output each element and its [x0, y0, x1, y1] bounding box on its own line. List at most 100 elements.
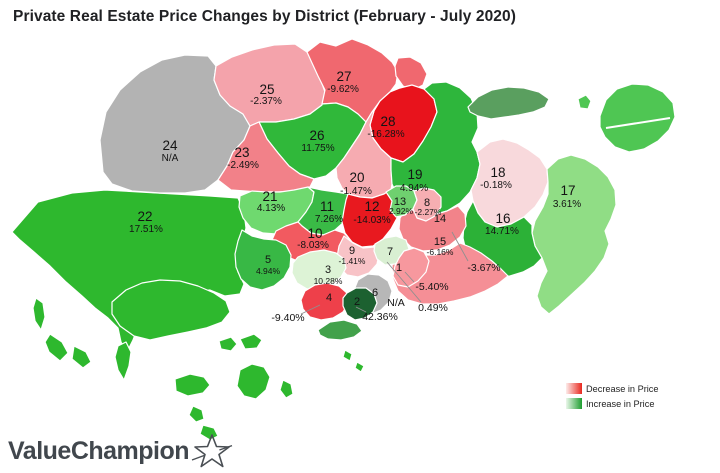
district-5-number: 5: [265, 254, 271, 266]
west-islet-3: [71, 345, 92, 369]
district-4-number: 4: [326, 292, 332, 304]
district-21-number: 21: [262, 189, 277, 204]
district-13-value: 2.92%: [389, 206, 414, 216]
south-islet-4: [188, 405, 205, 423]
district-9-number: 9: [349, 245, 355, 257]
southwest-islet-1: [114, 341, 132, 381]
district-10-value: -8.03%: [297, 240, 329, 251]
district-28-number: 28: [380, 114, 395, 129]
district-24-number: 24: [162, 138, 178, 153]
district-27-number: 27: [336, 69, 351, 84]
pulau-tekong-island: [599, 83, 676, 153]
legend-increase-label: Increase in Price: [586, 398, 655, 409]
district-7-callout-value: 0.49%: [418, 302, 448, 314]
district-regions: [11, 38, 617, 353]
south-islet-9: [354, 361, 365, 373]
district-25-value: -2.37%: [250, 96, 282, 107]
district-20-number: 20: [349, 170, 364, 185]
district-21-value: 4.13%: [257, 203, 285, 214]
legend-row-increase: Increase in Price: [566, 398, 659, 409]
district-12-number: 12: [364, 199, 379, 214]
district-6-callout-value: N/A: [387, 297, 405, 309]
district-1-callout-value: -5.40%: [415, 281, 448, 293]
district-labels: 22 17.51% 24 N/A 25 -2.37% 27 -9.62% 28 …: [129, 69, 581, 308]
tekong-river: [605, 117, 671, 129]
district-23-value: -2.49%: [227, 160, 259, 171]
district-17-value: 3.61%: [553, 199, 581, 210]
leader-line-d4: [300, 304, 321, 315]
leader-line-d1: [404, 271, 415, 283]
district-17-number: 17: [560, 183, 575, 198]
brand-logo: ValueChampion: [8, 430, 233, 472]
brand-name: ValueChampion: [8, 436, 190, 465]
district-14-callout-value: -3.67%: [467, 262, 500, 274]
district-12-value: -14.03%: [353, 215, 390, 226]
district-4-callout-value: -9.40%: [271, 312, 304, 324]
south-islet-8: [342, 349, 353, 362]
district-3-value: 10.28%: [314, 276, 343, 286]
west-islet-1: [32, 297, 46, 331]
district-22-value: 17.51%: [129, 224, 163, 235]
star-icon: [191, 434, 233, 468]
leader-line-d7: [386, 261, 422, 303]
leader-lines: [300, 231, 469, 315]
legend: Decrease in Price Increase in Price: [566, 383, 659, 413]
south-islet-6: [218, 336, 238, 352]
district-22-number: 22: [137, 209, 152, 224]
leader-line-d14: [451, 231, 469, 262]
district-1-number: 1: [396, 262, 402, 274]
district-5-value: 4.94%: [256, 266, 281, 276]
district-14-region: [398, 205, 467, 252]
district-27-value: -9.62%: [327, 84, 359, 95]
south-islet-2: [236, 363, 271, 400]
district-26-value: 11.75%: [301, 143, 334, 154]
district-8-value: -2.27%: [415, 207, 442, 217]
district-16-value: 14.71%: [485, 226, 519, 237]
district-6-number: 6: [372, 287, 378, 299]
district-11-number: 11: [320, 199, 334, 214]
callout-annotations: -3.67% -5.40% 0.49% N/A -9.40% 42.36%: [271, 262, 500, 324]
district-7-number: 7: [387, 246, 393, 258]
district-11-value: 7.26%: [315, 214, 343, 225]
district-2-number: 2: [354, 296, 360, 308]
district-23-number: 23: [234, 145, 249, 160]
district-9-value: -1.41%: [339, 256, 366, 266]
west-islet-2: [44, 333, 69, 362]
district-17-region: [531, 154, 617, 315]
district-3-number: 3: [325, 264, 331, 276]
district-25-number: 25: [259, 82, 274, 97]
district-8-number: 8: [424, 197, 430, 209]
legend-decrease-swatch: [566, 383, 582, 394]
district-3-region: [291, 249, 347, 290]
legend-row-decrease: Decrease in Price: [566, 383, 659, 394]
leader-line-d2: [355, 306, 367, 313]
district-18-number: 18: [490, 165, 505, 180]
district-18-value: -0.18%: [480, 180, 512, 191]
district-4-region: [300, 282, 350, 321]
district-15-number: 15: [434, 236, 446, 248]
district-15-value: -6.16%: [427, 247, 454, 257]
district-26-number: 26: [309, 128, 324, 143]
district-14-number: 14: [434, 213, 446, 225]
south-islet-1: [174, 373, 211, 397]
district-28-value: -16.28%: [367, 129, 404, 140]
district-12-region: [341, 188, 401, 248]
district-24-value: N/A: [162, 153, 179, 164]
district-10-number: 10: [307, 226, 322, 241]
jurong-island: [111, 279, 231, 341]
district-19-number: 19: [407, 167, 422, 182]
legend-decrease-label: Decrease in Price: [586, 383, 659, 394]
district-1-region: [392, 247, 430, 288]
pulau-ubin-island: [467, 86, 550, 120]
district-2-callout-value: 42.36%: [362, 311, 398, 323]
district-18-region: [470, 138, 549, 228]
district-5-region: [234, 229, 292, 291]
small-island-northeast: [577, 94, 592, 110]
district-2-region: [342, 287, 378, 321]
map-title: Private Real Estate Price Changes by Dis…: [13, 8, 517, 25]
islands: [32, 83, 676, 441]
legend-increase-swatch: [566, 398, 582, 409]
district-20-value: -1.47%: [340, 186, 372, 197]
south-islet-3: [279, 379, 294, 399]
